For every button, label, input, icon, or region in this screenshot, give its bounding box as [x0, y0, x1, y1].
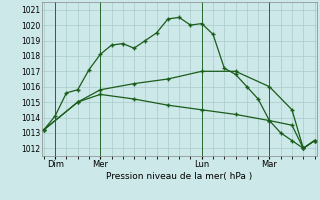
- X-axis label: Pression niveau de la mer( hPa ): Pression niveau de la mer( hPa ): [106, 172, 252, 181]
